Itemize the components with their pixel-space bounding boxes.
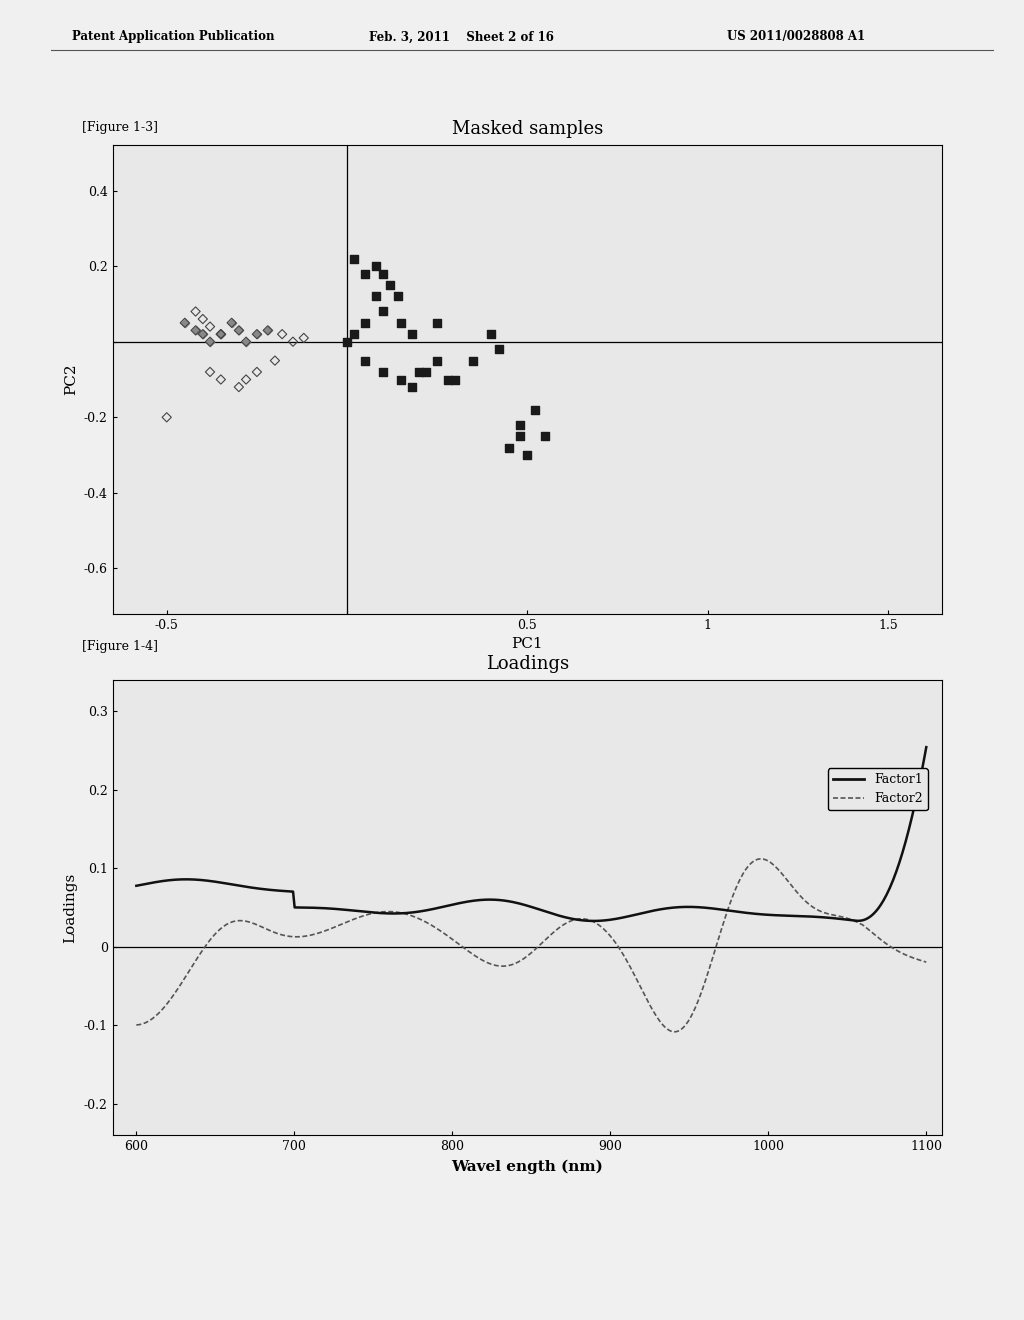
Text: Feb. 3, 2011    Sheet 2 of 16: Feb. 3, 2011 Sheet 2 of 16 — [369, 30, 554, 44]
Point — [230, 319, 247, 341]
Point — [274, 323, 291, 345]
Factor2 — [921, 954, 933, 970]
Y-axis label: Loadings: Loadings — [62, 873, 77, 942]
Point — [490, 339, 507, 360]
Point — [512, 414, 528, 436]
Point — [501, 437, 517, 458]
Factor2 — [600, 924, 612, 940]
Point — [512, 425, 528, 446]
Factor2 — [904, 949, 916, 965]
Point — [418, 362, 434, 383]
Point — [285, 331, 301, 352]
Point — [519, 445, 536, 466]
Point — [393, 313, 410, 334]
Point — [176, 313, 193, 334]
Point — [357, 263, 374, 284]
Point — [213, 368, 229, 391]
Line: Factor1: Factor1 — [136, 747, 927, 921]
Point — [259, 319, 275, 341]
Factor1 — [558, 909, 570, 925]
Point — [368, 256, 384, 277]
Factor1 — [779, 908, 792, 924]
Factor1 — [903, 821, 915, 837]
Point — [238, 331, 254, 352]
Point — [213, 323, 229, 345]
Point — [375, 362, 391, 383]
Title: Masked samples: Masked samples — [452, 120, 603, 139]
Point — [357, 313, 374, 334]
Line: Factor2: Factor2 — [136, 859, 927, 1032]
Factor1 — [588, 913, 600, 929]
Text: Patent Application Publication: Patent Application Publication — [72, 30, 274, 44]
Point — [187, 319, 204, 341]
Factor2 — [781, 873, 794, 888]
Point — [249, 323, 265, 345]
Point — [213, 323, 229, 345]
Legend: Factor1, Factor2: Factor1, Factor2 — [827, 768, 928, 810]
Point — [483, 323, 500, 345]
X-axis label: PC1: PC1 — [512, 638, 543, 651]
Point — [382, 275, 398, 296]
Point — [249, 362, 265, 383]
Point — [429, 313, 445, 334]
X-axis label: Wavel ength (nm): Wavel ength (nm) — [452, 1160, 603, 1175]
Factor1 — [130, 878, 142, 894]
Point — [195, 323, 211, 345]
Point — [223, 313, 240, 334]
Point — [296, 327, 312, 348]
Point — [202, 331, 218, 352]
Point — [213, 323, 229, 345]
Factor1 — [602, 912, 614, 928]
Point — [368, 286, 384, 308]
Point — [187, 301, 204, 322]
Text: [Figure 1-4]: [Figure 1-4] — [82, 640, 158, 653]
Point — [375, 263, 391, 284]
Point — [389, 286, 406, 308]
Factor2 — [756, 851, 768, 867]
Point — [538, 425, 554, 446]
Point — [176, 313, 193, 334]
Point — [259, 319, 275, 341]
Factor2 — [558, 916, 570, 932]
Y-axis label: PC2: PC2 — [65, 364, 78, 395]
Factor2 — [506, 957, 518, 973]
Factor1 — [510, 895, 522, 911]
Title: Loadings: Loadings — [485, 655, 569, 673]
Point — [195, 309, 211, 330]
Point — [339, 331, 355, 352]
Point — [159, 407, 175, 428]
Point — [230, 376, 247, 397]
Point — [266, 350, 283, 371]
Factor2 — [130, 1016, 142, 1032]
Point — [238, 368, 254, 391]
Point — [230, 319, 247, 341]
Point — [249, 323, 265, 345]
Point — [440, 368, 457, 391]
Point — [187, 319, 204, 341]
Point — [238, 331, 254, 352]
Text: US 2011/0028808 A1: US 2011/0028808 A1 — [727, 30, 865, 44]
Point — [346, 248, 362, 269]
Text: [Figure 1-3]: [Figure 1-3] — [82, 121, 158, 135]
Point — [403, 376, 420, 397]
Point — [375, 301, 391, 322]
Factor2 — [510, 956, 522, 972]
Point — [223, 313, 240, 334]
Point — [195, 323, 211, 345]
Factor1 — [921, 739, 933, 755]
Factor1 — [506, 894, 518, 909]
Point — [202, 331, 218, 352]
Point — [447, 368, 464, 391]
Point — [202, 362, 218, 383]
Point — [411, 362, 427, 383]
Point — [357, 350, 374, 371]
Point — [429, 350, 445, 371]
Point — [526, 399, 543, 420]
Factor2 — [669, 1024, 681, 1040]
Point — [202, 315, 218, 337]
Point — [346, 323, 362, 345]
Point — [393, 368, 410, 391]
Point — [465, 350, 481, 371]
Point — [403, 323, 420, 345]
